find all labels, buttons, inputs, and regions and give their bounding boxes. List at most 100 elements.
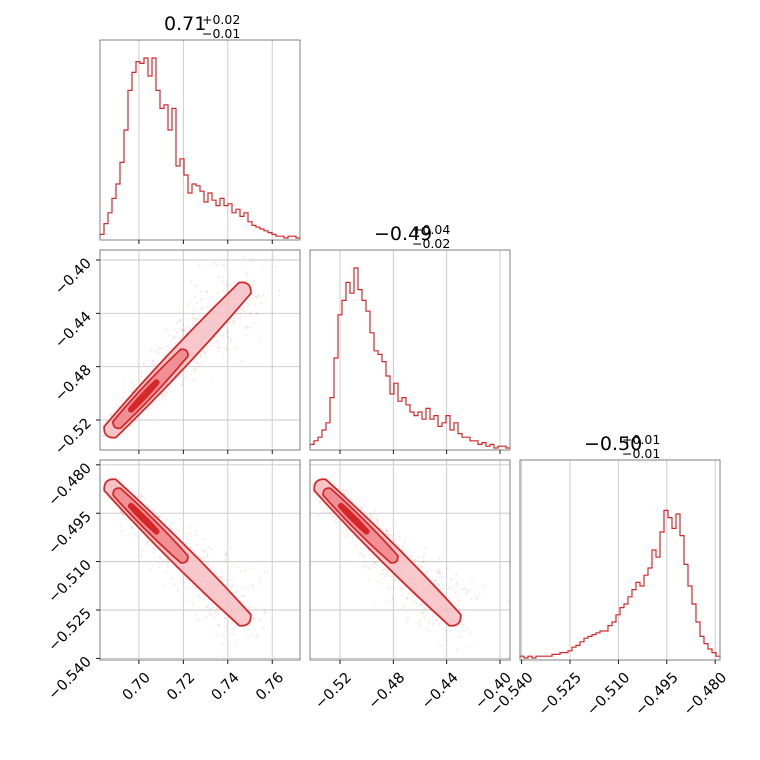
scatter-point xyxy=(379,527,382,530)
scatter-point xyxy=(211,548,214,551)
scatter-point xyxy=(164,584,167,587)
scatter-point xyxy=(121,513,124,516)
scatter-point xyxy=(197,364,200,367)
scatter-point xyxy=(109,413,112,416)
scatter-point xyxy=(212,342,215,345)
scatter-point xyxy=(358,553,361,556)
scatter-point xyxy=(254,634,257,637)
scatter-point xyxy=(263,612,266,615)
scatter-point xyxy=(119,525,122,528)
scatter-point xyxy=(466,591,469,594)
scatter-point xyxy=(157,352,160,355)
scatter-point xyxy=(345,535,348,539)
scatter-point xyxy=(170,340,173,343)
scatter-point xyxy=(210,380,213,383)
scatter-point xyxy=(142,362,145,365)
scatter-point xyxy=(478,594,481,597)
scatter-point xyxy=(382,567,386,570)
scatter-point xyxy=(438,572,441,575)
scatter-point xyxy=(245,274,248,277)
scatter-point xyxy=(165,328,168,331)
scatter-point xyxy=(120,511,123,514)
scatter-point xyxy=(222,336,225,339)
scatter-point xyxy=(442,588,445,591)
scatter-point xyxy=(421,565,424,568)
scatter-point xyxy=(440,619,443,623)
scatter-point xyxy=(225,347,228,350)
scatter-point xyxy=(150,406,153,410)
scatter-point xyxy=(440,576,443,579)
scatter-point xyxy=(389,533,392,536)
scatter-point xyxy=(240,594,243,597)
scatter-point xyxy=(232,583,235,586)
scatter-point xyxy=(419,619,422,622)
scatter-point xyxy=(255,295,258,298)
scatter-point xyxy=(423,552,426,555)
y-tick-label: −0.510 xyxy=(46,557,95,606)
scatter-point xyxy=(229,283,232,286)
scatter-point xyxy=(155,350,158,353)
scatter-point xyxy=(197,620,200,623)
scatter-point xyxy=(256,634,259,637)
scatter-point xyxy=(224,552,227,555)
scatter-point xyxy=(215,263,218,266)
scatter-point xyxy=(162,560,165,563)
scatter-point xyxy=(364,560,367,564)
scatter-point xyxy=(215,634,218,637)
scatter-point xyxy=(217,350,221,353)
scatter-point xyxy=(224,636,227,640)
scatter-point xyxy=(145,542,148,545)
scatter-point xyxy=(385,600,388,603)
scatter-point xyxy=(167,388,170,391)
scatter-point xyxy=(249,605,252,608)
scatter-point xyxy=(204,549,207,552)
scatter-point xyxy=(407,616,410,619)
scatter-point xyxy=(384,527,387,530)
scatter-point xyxy=(345,489,348,492)
scatter-point xyxy=(425,547,428,550)
scatter-point xyxy=(244,315,247,319)
scatter-point xyxy=(120,510,123,513)
scatter-point xyxy=(225,560,228,564)
scatter-point xyxy=(169,384,172,388)
scatter-point xyxy=(140,494,143,497)
scatter-point xyxy=(390,598,394,601)
scatter-point xyxy=(439,571,442,574)
scatter-point xyxy=(154,415,157,418)
scatter-point xyxy=(246,326,249,329)
scatter-point xyxy=(254,303,257,307)
scatter-point xyxy=(172,337,175,340)
scatter-point xyxy=(201,549,204,552)
scatter-point xyxy=(217,275,220,278)
scatter-point xyxy=(203,353,207,356)
scatter-point xyxy=(212,567,215,570)
scatter-point xyxy=(258,618,261,621)
scatter-point xyxy=(239,307,242,310)
scatter-point xyxy=(446,567,450,570)
scatter-point xyxy=(224,558,227,561)
scatter-point xyxy=(153,363,156,366)
scatter-point xyxy=(237,566,240,569)
scatter-point xyxy=(192,378,196,381)
scatter-point xyxy=(152,360,155,363)
scatter-point xyxy=(311,483,314,487)
scatter-point xyxy=(120,399,123,402)
scatter-point xyxy=(198,596,202,599)
scatter-point xyxy=(375,517,378,520)
scatter-point xyxy=(206,306,209,309)
scatter-point xyxy=(252,617,255,620)
scatter-point xyxy=(311,492,314,495)
scatter-point xyxy=(455,648,458,651)
scatter-point xyxy=(215,606,218,609)
scatter-point xyxy=(143,497,146,500)
scatter-point xyxy=(386,570,389,573)
scatter-point xyxy=(198,593,201,597)
scatter-point xyxy=(161,347,164,350)
scatter-point xyxy=(215,340,218,343)
scatter-point xyxy=(217,292,220,295)
scatter-point xyxy=(199,290,202,293)
scatter-point xyxy=(129,487,132,490)
scatter-point xyxy=(199,307,203,310)
scatter-point xyxy=(196,301,199,305)
scatter-point xyxy=(193,586,197,589)
